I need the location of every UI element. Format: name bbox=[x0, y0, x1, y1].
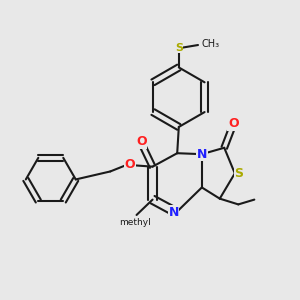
Text: O: O bbox=[125, 158, 136, 171]
Text: CH₃: CH₃ bbox=[201, 39, 219, 50]
Text: N: N bbox=[197, 148, 207, 161]
Text: N: N bbox=[169, 206, 179, 219]
Text: O: O bbox=[228, 117, 238, 130]
Text: S: S bbox=[175, 43, 183, 52]
Text: O: O bbox=[136, 136, 147, 148]
Text: methyl: methyl bbox=[119, 218, 151, 226]
Text: S: S bbox=[234, 167, 243, 180]
